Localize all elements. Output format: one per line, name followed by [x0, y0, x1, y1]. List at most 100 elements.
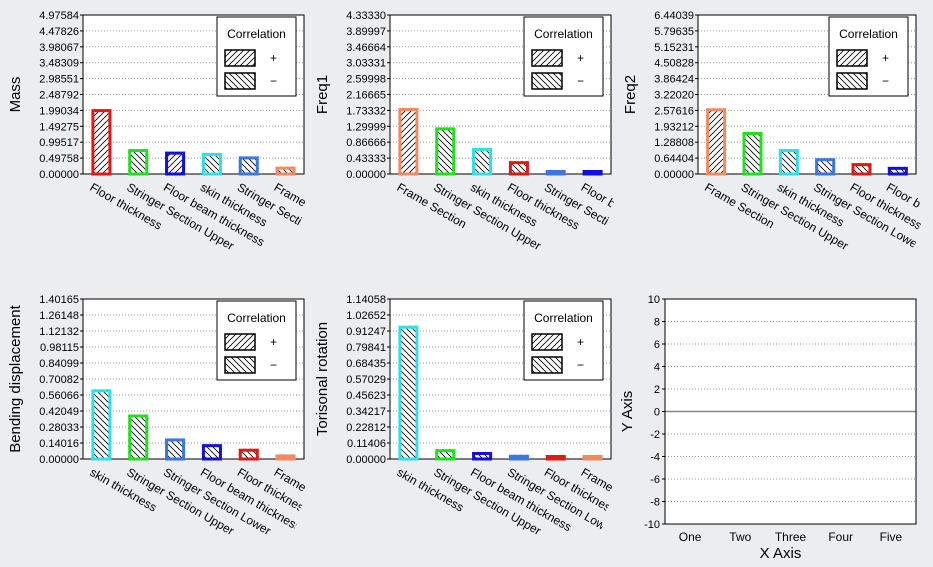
y-tick-label: 6.44039 [654, 10, 694, 22]
bar [742, 132, 763, 176]
y-tick-label: 0.64404 [654, 153, 694, 165]
y-tick-label: 0.84099 [39, 358, 79, 370]
x-tick-label: Two [729, 530, 751, 544]
bar [201, 444, 222, 461]
x-tick-label: Five [880, 530, 903, 544]
bar-chart-3: 0.00000 0.64404 1.28808 1.93212 2.57616 3.220… [622, 10, 924, 253]
x-tick-label: Three [775, 530, 807, 544]
legend-swatch-positive [531, 49, 563, 67]
y-tick-label: 3.22020 [654, 90, 694, 102]
y-tick-label: 0.99517 [39, 137, 79, 149]
bar-hatch [472, 147, 493, 174]
y-tick-label: 4.47826 [39, 26, 79, 38]
y-tick-label: 0.42049 [39, 406, 79, 418]
y-tick-label: 1.12132 [39, 326, 79, 338]
y-tick-label: 0.91247 [346, 326, 386, 338]
bar-hatch [706, 108, 727, 174]
y-tick-label: 1.73332 [346, 105, 386, 117]
y-tick-label: 3.98067 [39, 42, 79, 54]
bar [508, 161, 529, 176]
legend: Correlation + − [523, 16, 604, 97]
plot-border [82, 298, 305, 460]
y-tick-label: 4.33330 [346, 10, 386, 22]
bar-hatch [398, 325, 419, 459]
y-tick-label: 1.49275 [39, 121, 79, 133]
bar [851, 163, 872, 176]
bar [165, 438, 186, 461]
bar [435, 127, 456, 176]
bar-hatch [742, 132, 763, 174]
bar [165, 151, 186, 176]
y-tick-label: 2.98551 [39, 74, 79, 86]
legend-swatch-positive [836, 49, 868, 67]
y-tick-label: 5.15231 [654, 42, 694, 54]
bar-hatch [887, 166, 908, 174]
x-tick-label: Four [828, 530, 853, 544]
bar-chart-5: 0.00000 0.11406 0.22812 0.34217 0.45623 0.570… [314, 294, 619, 538]
legend-label-positive: + [270, 335, 277, 349]
y-tick-label: 0.43333 [346, 153, 386, 165]
bar [398, 325, 419, 461]
y-tick-label: 0.00000 [39, 454, 79, 466]
y-axis-label: Mass [7, 77, 24, 113]
legend: Correlation + − [523, 300, 604, 381]
bar [582, 455, 603, 461]
y-tick-label: 3.03331 [346, 58, 386, 70]
bar-hatch [435, 127, 456, 174]
bar [91, 389, 112, 461]
y-axis-label: Freq1 [314, 75, 331, 114]
legend-swatch-negative [531, 72, 563, 90]
y-tick-label: 0.22812 [346, 422, 386, 434]
bar [91, 109, 112, 176]
legend-title: Correlation [534, 311, 593, 325]
legend-swatch-negative [224, 356, 256, 374]
y-tick-label: 2.48792 [39, 90, 79, 102]
y-tick-label: 4 [654, 362, 660, 374]
bar-hatch [165, 151, 186, 174]
y-tick-label: 2 [654, 384, 660, 396]
y-tick-label: 3.89997 [346, 26, 386, 38]
y-tick-label: 1.40165 [39, 294, 79, 306]
y-tick-label: 1.02652 [346, 310, 386, 322]
y-axis-label: Torisonal rotation [314, 322, 331, 436]
y-tick-label: 2.16665 [346, 90, 386, 102]
legend-label-positive: + [882, 51, 889, 65]
bar-hatch [128, 149, 149, 174]
y-tick-label: 3.48309 [39, 58, 79, 70]
y-axis-label: Y Axis [619, 391, 636, 432]
y-tick-label: 0.00000 [346, 169, 386, 181]
y-tick-label: -2 [650, 429, 660, 441]
plot-border [664, 298, 917, 525]
x-tick-label: One [679, 530, 702, 544]
y-axis-label: Bending displacement [7, 304, 24, 452]
y-tick-label: 2.57616 [654, 105, 694, 117]
y-axis-label: Freq2 [622, 75, 639, 114]
bar [435, 449, 456, 461]
y-tick-label: 0.00000 [39, 169, 79, 181]
y-tick-label: 6 [654, 339, 660, 351]
bar-chart-1: 0.00000 0.49758 0.99517 1.49275 1.99034 2.487… [7, 10, 316, 253]
legend-label-positive: + [577, 335, 584, 349]
y-tick-label: -10 [644, 519, 660, 531]
y-tick-label: -8 [650, 497, 660, 509]
bar-chart-2: 0.00000 0.43333 0.86666 1.29999 1.73332 2.166… [314, 10, 618, 253]
y-tick-label: 3.86424 [654, 74, 694, 86]
bar [201, 152, 222, 176]
y-tick-label: 8 [654, 317, 660, 329]
legend-label-negative: − [270, 358, 277, 372]
y-tick-label: 0.57029 [346, 374, 386, 386]
legend-title: Correlation [839, 27, 898, 41]
y-tick-label: 1.93212 [654, 121, 694, 133]
bar [128, 149, 149, 176]
bar [545, 455, 566, 461]
bar [472, 147, 493, 176]
y-tick-label: 0.49758 [39, 153, 79, 165]
y-tick-label: 1.28808 [654, 137, 694, 149]
bar [582, 170, 603, 176]
legend-title: Correlation [227, 311, 286, 325]
bar-hatch [201, 444, 222, 459]
y-tick-label: 10 [648, 294, 660, 306]
plot-border [389, 298, 612, 460]
bar-hatch [275, 166, 296, 174]
